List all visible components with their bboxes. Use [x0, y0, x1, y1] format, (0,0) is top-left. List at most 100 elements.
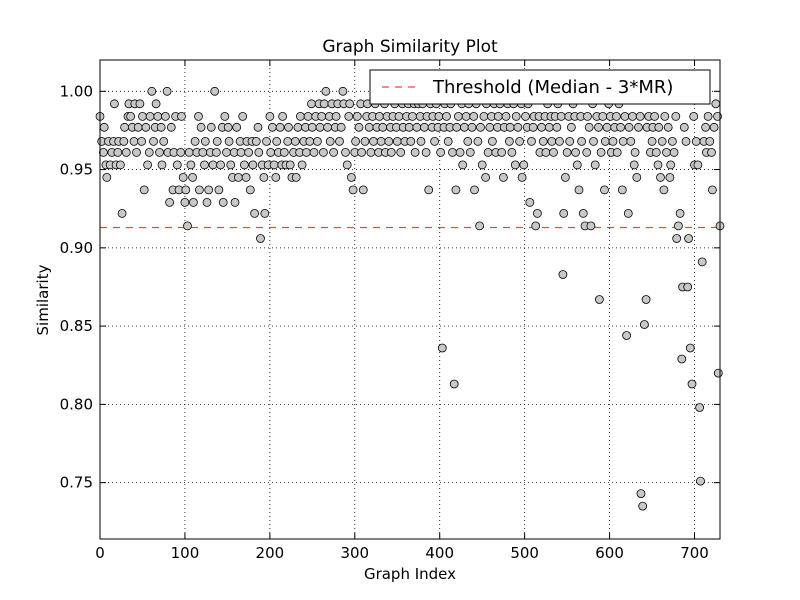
- data-point: [214, 185, 224, 195]
- data-point: [172, 160, 182, 170]
- data-point: [583, 112, 592, 121]
- data-point: [515, 136, 524, 146]
- data-point: [305, 136, 315, 146]
- data-point: [582, 147, 592, 157]
- data-point: [412, 122, 422, 132]
- data-point: [186, 160, 196, 170]
- data-point: [679, 122, 689, 132]
- data-point: [636, 489, 646, 499]
- data-point: [317, 112, 327, 121]
- y-axis: 0.75 0.80 0.85 0.90 0.95 1.00: [60, 82, 720, 492]
- data-point: [354, 122, 364, 132]
- data-point: [595, 295, 604, 304]
- data-point: [285, 160, 295, 170]
- data-point: [709, 122, 719, 132]
- data-point: [470, 185, 479, 195]
- data-point: [319, 99, 329, 109]
- data-point: [159, 136, 169, 146]
- data-point: [675, 208, 685, 218]
- data-point: [707, 147, 716, 157]
- data-point: [162, 86, 172, 96]
- data-point: [260, 208, 270, 218]
- data-point: [463, 136, 473, 146]
- data-point: [663, 122, 673, 132]
- data-point: [99, 147, 108, 157]
- data-point: [416, 136, 426, 146]
- data-point: [507, 147, 517, 157]
- data-point: [561, 172, 570, 182]
- data-point: [196, 122, 206, 132]
- data-point: [155, 147, 164, 157]
- data-point: [119, 136, 129, 146]
- data-point: [374, 112, 384, 121]
- data-point: [301, 147, 311, 157]
- data-point: [357, 147, 367, 157]
- data-point: [369, 136, 378, 146]
- y-tick-label: 0.90: [60, 239, 93, 257]
- data-point: [467, 122, 477, 132]
- data-point: [147, 86, 157, 96]
- legend-box: [369, 69, 711, 105]
- data-point: [651, 147, 661, 157]
- data-point: [659, 185, 669, 195]
- data-point: [697, 257, 707, 267]
- data-point: [600, 136, 610, 146]
- data-point: [618, 136, 628, 146]
- data-point: [233, 172, 243, 182]
- data-point: [200, 136, 210, 146]
- data-point: [634, 122, 643, 132]
- data-point: [99, 122, 109, 132]
- data-point: [517, 172, 527, 182]
- data-point: [497, 147, 507, 157]
- data-point: [510, 160, 520, 170]
- data-point: [183, 221, 192, 231]
- data-point: [562, 147, 572, 157]
- data-point: [713, 368, 723, 378]
- data-point: [684, 234, 693, 243]
- data-point: [525, 197, 535, 207]
- data-point: [578, 208, 588, 218]
- data-point: [283, 136, 293, 146]
- data-point: [133, 122, 143, 132]
- data-point: [577, 136, 586, 146]
- y-tick-label: 0.80: [60, 395, 93, 413]
- data-point: [232, 122, 242, 132]
- data-point: [558, 270, 568, 279]
- data-point: [640, 320, 649, 329]
- data-point: [253, 122, 263, 132]
- data-point: [608, 136, 618, 146]
- chart-title: Graph Similarity Plot: [322, 37, 498, 57]
- data-point: [519, 160, 529, 170]
- data-point: [469, 112, 479, 121]
- y-tick-label: 0.85: [60, 317, 93, 335]
- data-point: [303, 112, 313, 121]
- data-point: [180, 197, 190, 207]
- data-point: [455, 147, 465, 157]
- data-point: [156, 122, 166, 132]
- data-point: [318, 147, 328, 157]
- data-point: [315, 122, 325, 132]
- data-point: [671, 112, 681, 121]
- x-axis-label: Graph Index: [364, 565, 456, 583]
- data-point: [110, 99, 119, 109]
- data-point: [266, 147, 276, 157]
- data-point: [632, 172, 642, 182]
- data-point: [547, 136, 557, 146]
- data-point: [528, 122, 538, 132]
- data-point: [226, 160, 236, 170]
- data-point: [200, 160, 209, 170]
- data-point: [630, 147, 640, 157]
- data-point: [419, 122, 429, 132]
- data-point: [364, 122, 374, 132]
- data-point: [116, 160, 125, 170]
- data-point: [151, 99, 161, 109]
- data-point: [178, 172, 188, 182]
- data-point: [612, 147, 622, 157]
- data-point: [198, 147, 208, 157]
- data-point: [216, 160, 226, 170]
- data-point: [559, 208, 569, 218]
- data-point: [138, 112, 147, 121]
- data-point: [259, 172, 269, 182]
- data-point: [598, 112, 608, 121]
